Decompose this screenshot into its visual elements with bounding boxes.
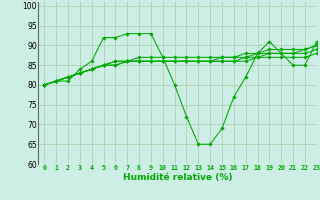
- X-axis label: Humidité relative (%): Humidité relative (%): [123, 173, 232, 182]
